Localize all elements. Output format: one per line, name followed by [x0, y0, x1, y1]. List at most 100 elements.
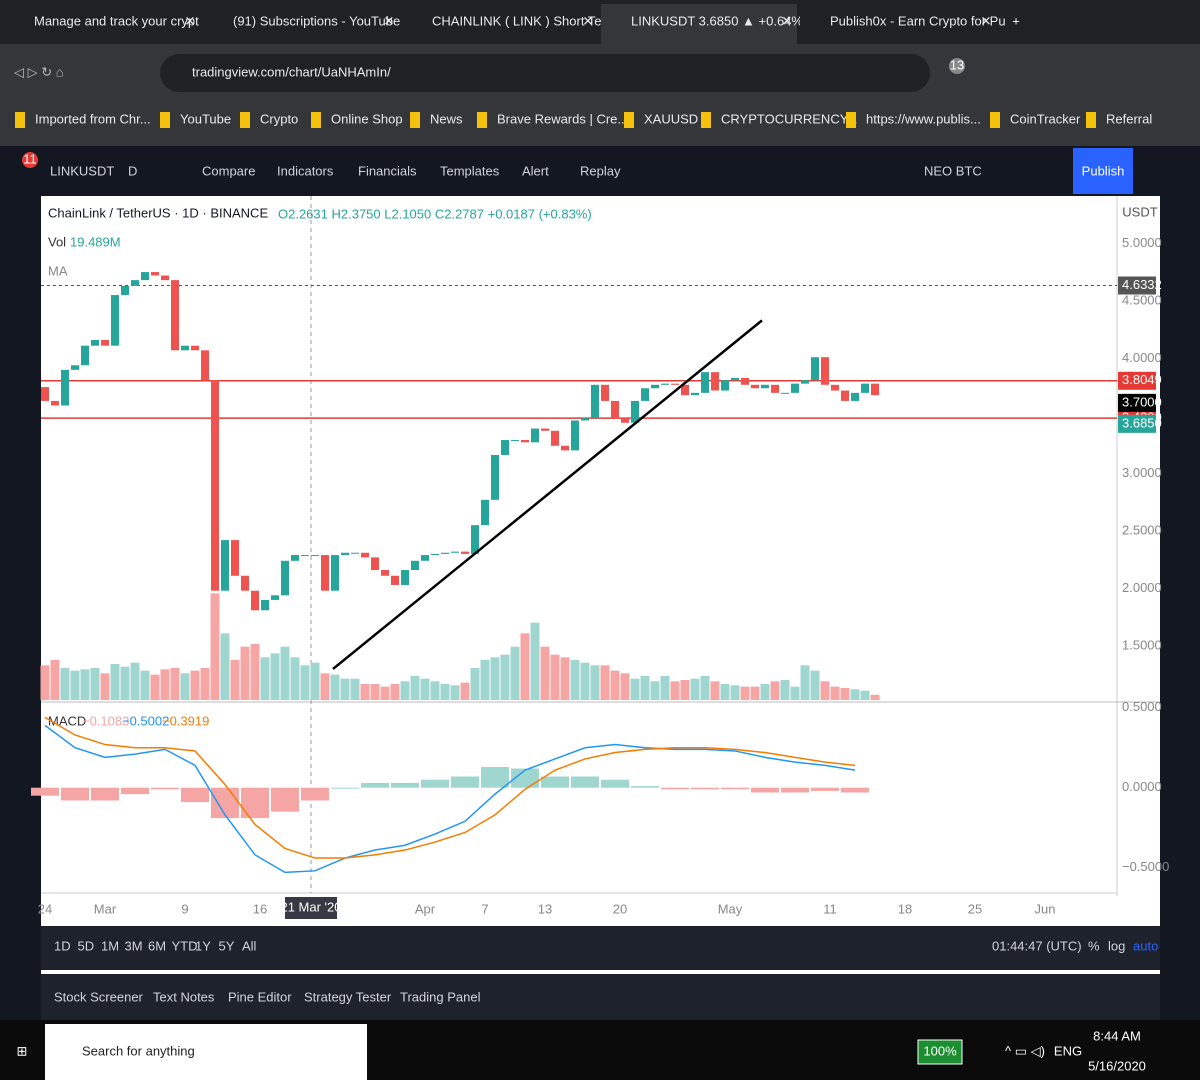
candle-body: [131, 280, 139, 286]
compare-pair[interactable]: NEO BTC: [924, 163, 982, 178]
toolbar-item[interactable]: Compare: [202, 163, 255, 178]
candle-body: [631, 400, 639, 423]
price-tag-label: 3.7000: [1122, 394, 1162, 409]
panel-tab[interactable]: Pine Editor: [228, 989, 292, 1004]
crosshair-box: [285, 897, 337, 919]
candle-body: [561, 445, 569, 451]
volume-bar: [460, 682, 470, 700]
volume-bar: [190, 670, 200, 700]
range-button[interactable]: 5Y: [219, 938, 235, 953]
candle-body: [181, 345, 189, 351]
volume-bar: [240, 646, 250, 700]
range-button[interactable]: 5D: [78, 938, 95, 953]
tab[interactable]: [4, 4, 200, 44]
nav-buttons[interactable]: ◁ ▷ ↻ ⌂: [14, 64, 64, 79]
bookmark[interactable]: Imported from Chr...: [35, 111, 151, 126]
volume-bar: [370, 684, 380, 700]
range-button[interactable]: 3M: [125, 938, 143, 953]
panel-tab[interactable]: Strategy Tester: [304, 989, 392, 1004]
candle-body: [871, 383, 879, 396]
bookmark[interactable]: Brave Rewards | Cre...: [497, 111, 628, 126]
tab-title: LINKUSDT 3.6850 ▲ +0.64%: [631, 13, 803, 28]
bookmark[interactable]: Online Shop: [331, 111, 403, 126]
signal-line: [44, 716, 856, 859]
volume-bar: [140, 670, 150, 700]
y-tick-label: 2.5000: [1122, 522, 1162, 537]
scale-option[interactable]: auto: [1133, 938, 1158, 953]
range-button[interactable]: 1D: [54, 938, 71, 953]
candle-body: [641, 388, 649, 401]
bookmark[interactable]: News: [430, 111, 463, 126]
candle-body: [151, 272, 159, 276]
language: ENG: [1054, 1043, 1082, 1058]
volume-bar: [490, 657, 500, 700]
bookmark[interactable]: https://www.publis...: [866, 111, 981, 126]
bookmark[interactable]: XAUUSD: [644, 111, 698, 126]
volume-bar: [130, 662, 140, 700]
candle-body: [431, 553, 439, 556]
candle-body: [711, 372, 719, 391]
bookmark[interactable]: CoinTracker: [1010, 111, 1081, 126]
interval[interactable]: D: [128, 163, 137, 178]
scale-option[interactable]: log: [1108, 938, 1125, 953]
scale-option[interactable]: %: [1088, 938, 1100, 953]
volume-bar: [680, 680, 690, 700]
candle-body: [571, 420, 579, 451]
x-tick-label: 11: [823, 901, 837, 916]
panel-tab[interactable]: Stock Screener: [54, 989, 144, 1004]
candle-body: [801, 380, 809, 384]
range-button[interactable]: 1M: [101, 938, 119, 953]
candle-body: [381, 570, 389, 576]
toolbar-item[interactable]: Alert: [522, 163, 549, 178]
candle-body: [661, 383, 669, 385]
toolbar-item[interactable]: Templates: [440, 163, 500, 178]
toolbar-item[interactable]: Indicators: [277, 163, 334, 178]
panel-tab[interactable]: Trading Panel: [400, 989, 481, 1004]
macd-hist: [721, 787, 749, 790]
candle-body: [861, 383, 869, 393]
candle-body: [281, 560, 289, 596]
volume-bar: [700, 676, 710, 700]
tab[interactable]: [800, 4, 996, 44]
panel-tab[interactable]: Text Notes: [153, 989, 215, 1004]
candle-body: [91, 339, 99, 346]
tab-title: CHAINLINK ( LINK ) Short Ter: [432, 13, 607, 28]
volume-bar: [310, 662, 320, 700]
volume-bar: [210, 593, 220, 700]
new-tab[interactable]: +: [1012, 13, 1020, 28]
bookmark[interactable]: CRYPTOCURRENCY...: [721, 111, 858, 126]
search-box[interactable]: [45, 1024, 367, 1080]
clock-time: 8:44 AM: [1093, 1028, 1141, 1043]
tab[interactable]: [203, 4, 399, 44]
tray-icons[interactable]: ^ ▭ ◁): [1005, 1043, 1045, 1058]
candle-body: [541, 428, 549, 431]
address-bar[interactable]: [160, 54, 930, 92]
volume-bar: [540, 646, 550, 700]
tab[interactable]: [402, 4, 598, 44]
tab[interactable]: [601, 4, 797, 44]
range-button[interactable]: YTD: [172, 938, 198, 953]
start-button[interactable]: ⊞: [17, 1043, 28, 1058]
macd-hist: [271, 787, 299, 812]
macd-name: MACD: [48, 713, 86, 728]
volume-bar: [630, 678, 640, 700]
range-button[interactable]: 6M: [148, 938, 166, 953]
volume-bar: [660, 676, 670, 700]
macd-hist: [31, 787, 59, 796]
tab-close: ✕: [384, 13, 395, 28]
toolbar-item[interactable]: Financials: [358, 163, 417, 178]
toolbar-item[interactable]: Replay: [580, 163, 621, 178]
bookmark[interactable]: YouTube: [180, 111, 231, 126]
volume-bar: [640, 676, 650, 700]
x-tick-label: 13: [538, 901, 552, 916]
publish-button[interactable]: [1073, 148, 1133, 194]
bookmark[interactable]: Referral: [1106, 111, 1152, 126]
range-button[interactable]: 1Y: [195, 938, 211, 953]
symbol[interactable]: LINKUSDT: [50, 163, 114, 178]
x-tick-label: 25: [968, 901, 982, 916]
bookmark-icon: [1086, 112, 1096, 128]
range-button[interactable]: All: [242, 938, 257, 953]
bookmark[interactable]: Crypto: [260, 111, 298, 126]
candle-body: [191, 345, 199, 351]
notif-count: 11: [23, 151, 37, 166]
